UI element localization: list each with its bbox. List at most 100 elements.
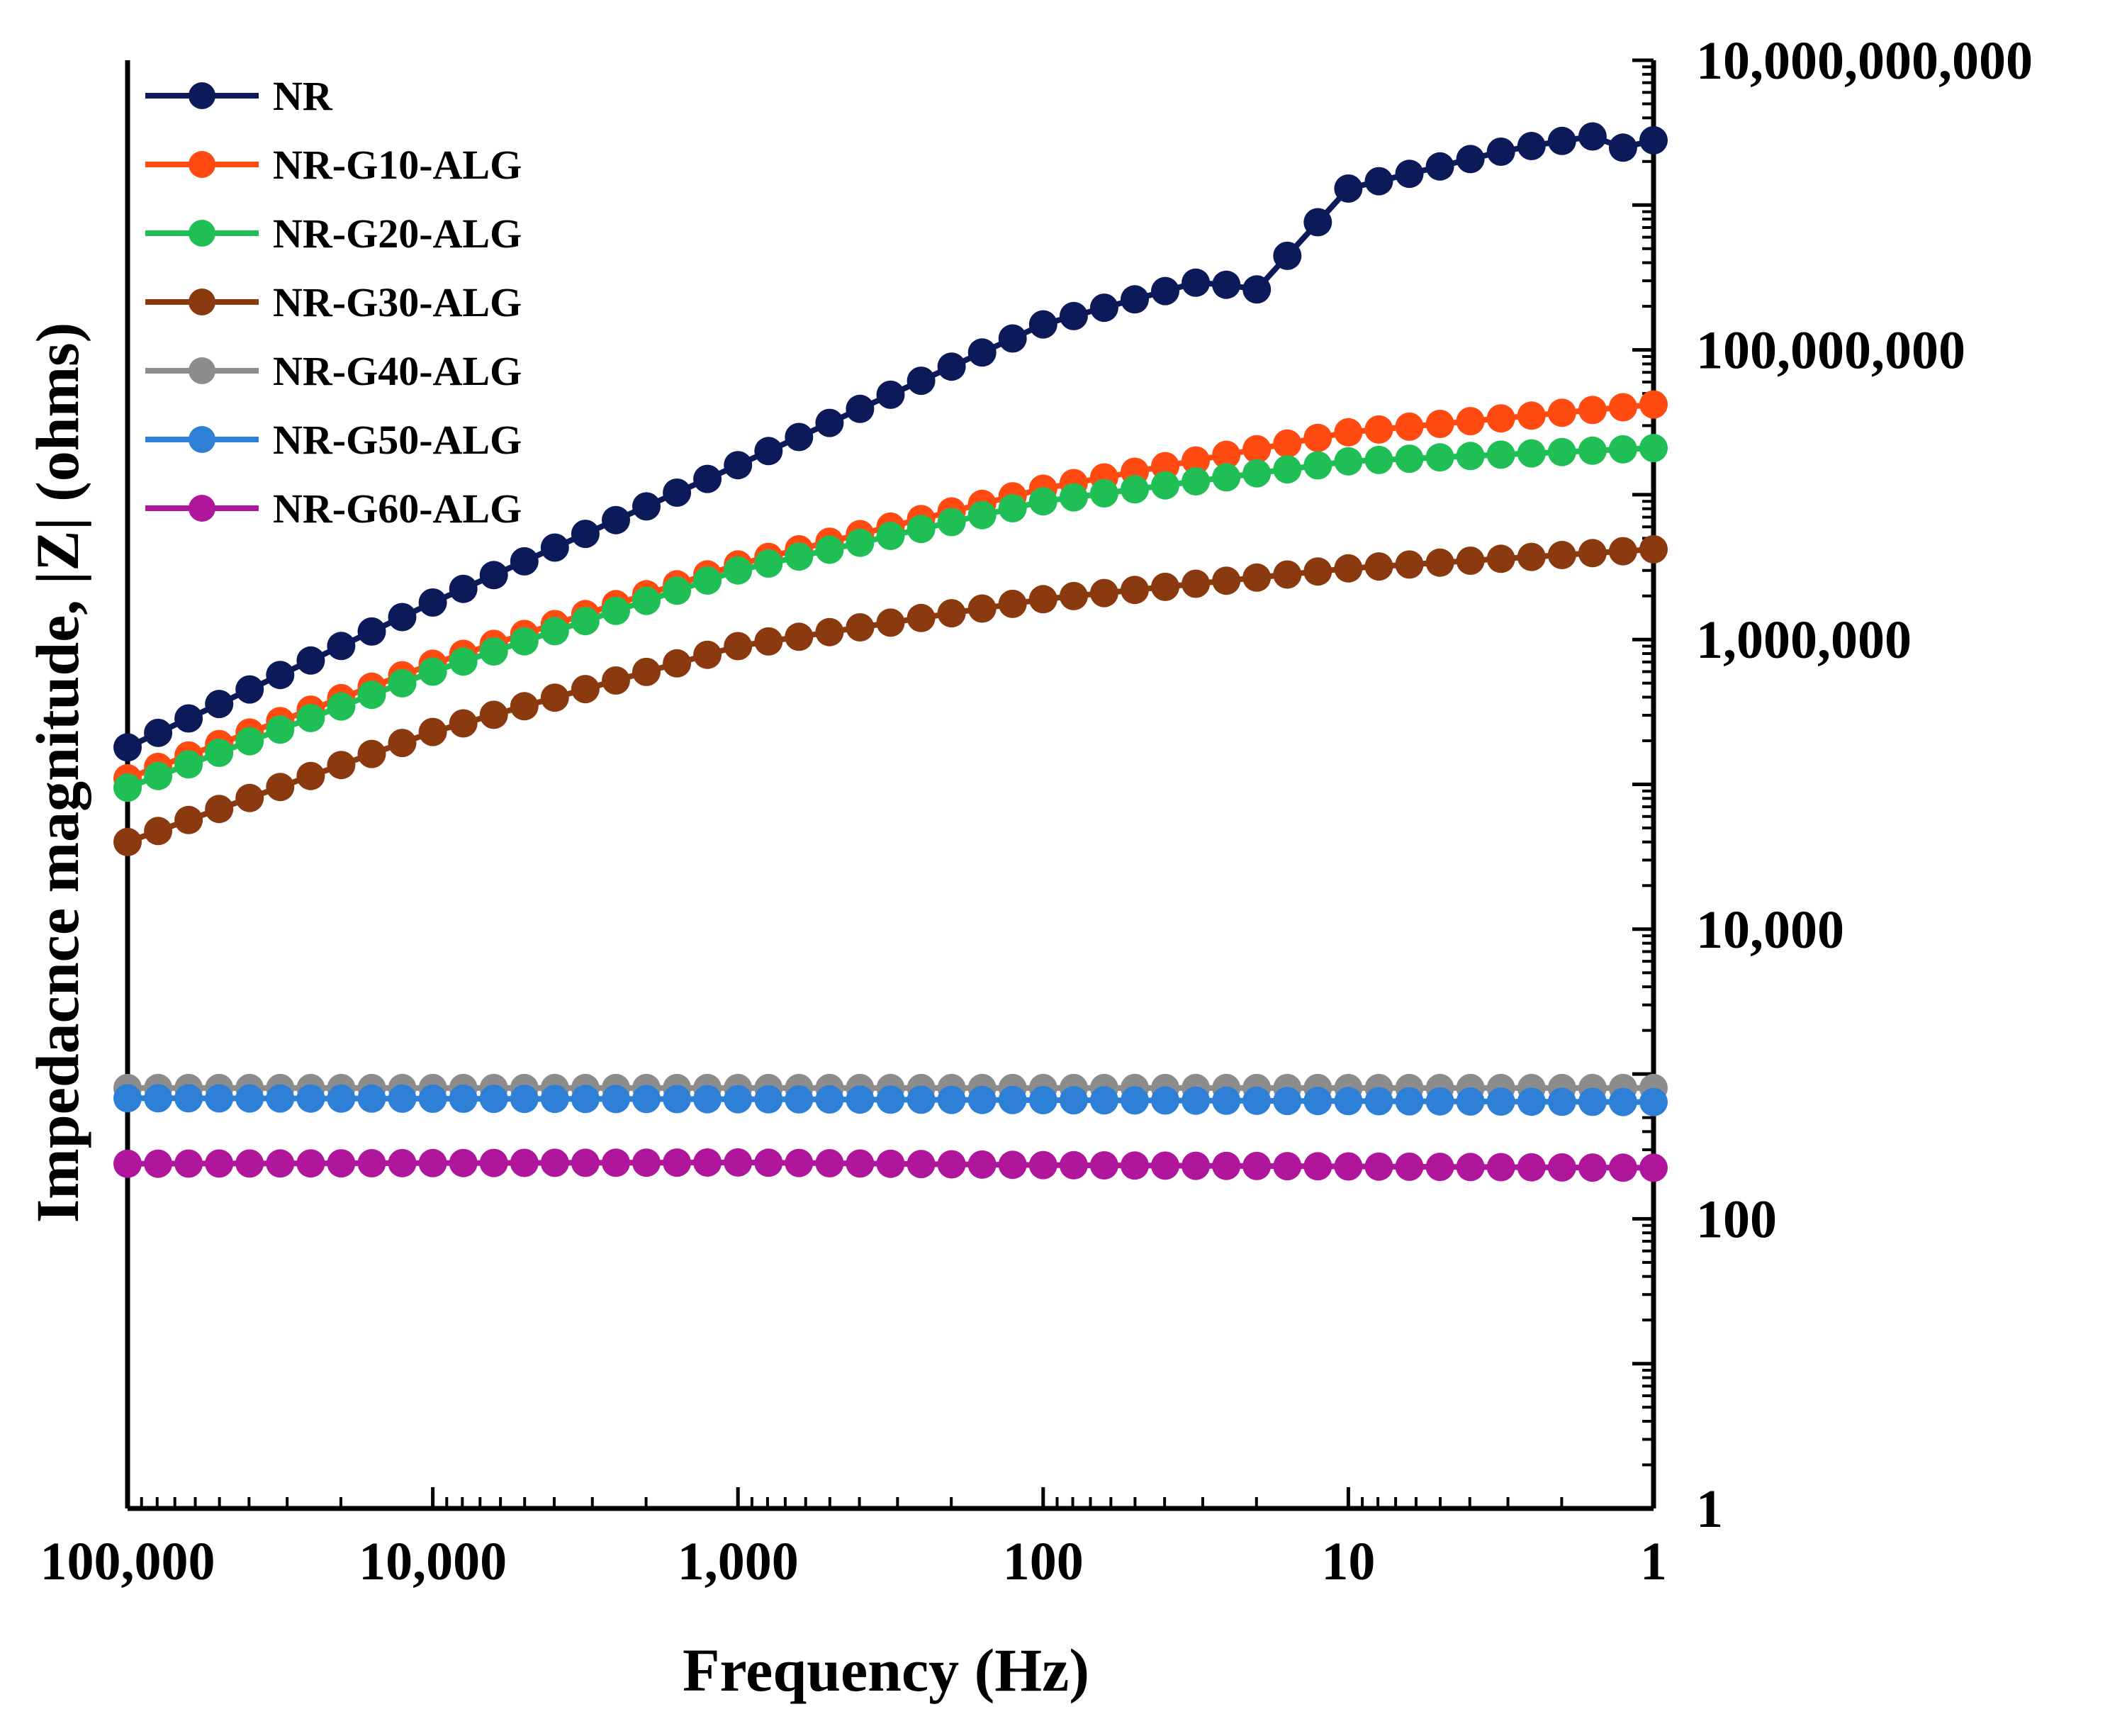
- data-point: [357, 617, 386, 646]
- legend: NR NR-G10-ALG NR-G20-ALG NR-G30-ALG NR-G40-A…: [145, 73, 522, 532]
- data-point: [602, 596, 630, 625]
- data-point: [1242, 275, 1272, 304]
- data-point: [1059, 1086, 1088, 1115]
- data-point: [449, 574, 478, 603]
- data-point: [327, 751, 356, 780]
- data-point: [998, 324, 1027, 353]
- data-point: [1456, 442, 1485, 471]
- legend-swatch-marker: [189, 151, 215, 178]
- data-point: [144, 1084, 173, 1113]
- data-point: [266, 1084, 295, 1113]
- data-point: [1578, 1153, 1607, 1182]
- data-point: [205, 1084, 234, 1113]
- data-point: [235, 1149, 264, 1178]
- data-point: [1242, 459, 1272, 488]
- data-point: [1395, 550, 1424, 579]
- x-tick-label: 100,000: [40, 1532, 215, 1591]
- data-point: [693, 464, 722, 493]
- data-point: [937, 352, 966, 381]
- data-point: [205, 690, 234, 719]
- data-point: [1089, 479, 1118, 508]
- data-point: [785, 622, 814, 651]
- data-point: [1578, 436, 1607, 465]
- legend-label: NR-G40-ALG: [273, 348, 522, 394]
- data-point: [1456, 407, 1485, 436]
- data-point: [724, 451, 753, 480]
- data-point: [1273, 560, 1302, 589]
- data-point: [1517, 132, 1546, 160]
- legend-swatch-marker: [189, 289, 215, 315]
- data-point: [1121, 576, 1149, 605]
- data-point: [785, 1085, 814, 1114]
- data-point: [724, 556, 753, 585]
- data-point: [693, 1148, 722, 1177]
- data-point: [1303, 1087, 1332, 1116]
- data-point: [1121, 1086, 1149, 1115]
- legend-label: NR-G10-ALG: [273, 142, 522, 188]
- data-point: [754, 627, 783, 656]
- legend-label: NR-G20-ALG: [273, 211, 522, 257]
- data-point: [1334, 447, 1363, 476]
- data-point: [571, 1085, 600, 1114]
- data-point: [1028, 487, 1057, 516]
- data-point: [113, 1149, 142, 1178]
- data-point: [1395, 444, 1424, 474]
- data-point: [449, 1148, 478, 1177]
- data-point: [1547, 1087, 1576, 1116]
- legend-item: NR-G60-ALG: [145, 486, 522, 532]
- data-point: [1608, 393, 1637, 422]
- data-point: [357, 681, 386, 710]
- data-point: [144, 1149, 173, 1178]
- data-point: [357, 739, 386, 768]
- data-point: [1578, 396, 1607, 425]
- data-point: [1456, 1153, 1485, 1182]
- data-point: [113, 827, 142, 856]
- data-point: [113, 773, 142, 802]
- data-point: [846, 613, 875, 642]
- legend-item: NR-G20-ALG: [145, 211, 522, 257]
- legend-swatch-marker: [189, 495, 215, 522]
- data-point: [907, 515, 936, 544]
- y-tick-label: 1,000,000: [1696, 610, 1912, 670]
- data-point: [1182, 268, 1211, 297]
- data-point: [1303, 423, 1332, 452]
- data-point: [815, 1085, 844, 1114]
- data-point: [1089, 578, 1118, 607]
- data-point: [1303, 1152, 1332, 1181]
- data-point: [1303, 451, 1332, 480]
- legend-item: NR: [145, 73, 333, 119]
- data-point: [1425, 548, 1454, 577]
- data-point: [1395, 159, 1424, 189]
- data-point: [1273, 1152, 1302, 1181]
- data-point: [724, 1148, 753, 1177]
- data-point: [418, 1085, 447, 1113]
- series-nr-g30-alg: [113, 534, 1668, 856]
- data-point: [1639, 1153, 1668, 1182]
- data-point: [785, 542, 814, 571]
- data-point: [1364, 445, 1393, 474]
- data-point: [1121, 285, 1149, 314]
- data-point: [479, 1148, 508, 1177]
- data-point: [540, 683, 569, 712]
- data-point: [1456, 547, 1485, 575]
- data-point: [144, 817, 173, 846]
- data-point: [663, 1148, 692, 1177]
- data-point: [1059, 1150, 1088, 1180]
- data-point: [1242, 563, 1272, 592]
- data-point: [1028, 1086, 1057, 1114]
- data-point: [1486, 138, 1515, 166]
- data-point: [907, 603, 936, 632]
- data-point: [1395, 1152, 1424, 1181]
- data-point: [754, 437, 783, 466]
- y-tick-label: 100,000,000: [1696, 321, 1965, 381]
- data-point: [1182, 569, 1211, 598]
- data-point: [967, 1085, 997, 1114]
- data-point: [1578, 539, 1607, 568]
- data-point: [144, 761, 173, 790]
- series-nr-g60-alg: [113, 1148, 1668, 1182]
- data-point: [388, 729, 417, 758]
- data-point: [327, 692, 356, 721]
- data-point: [479, 561, 508, 590]
- data-point: [1182, 1086, 1211, 1115]
